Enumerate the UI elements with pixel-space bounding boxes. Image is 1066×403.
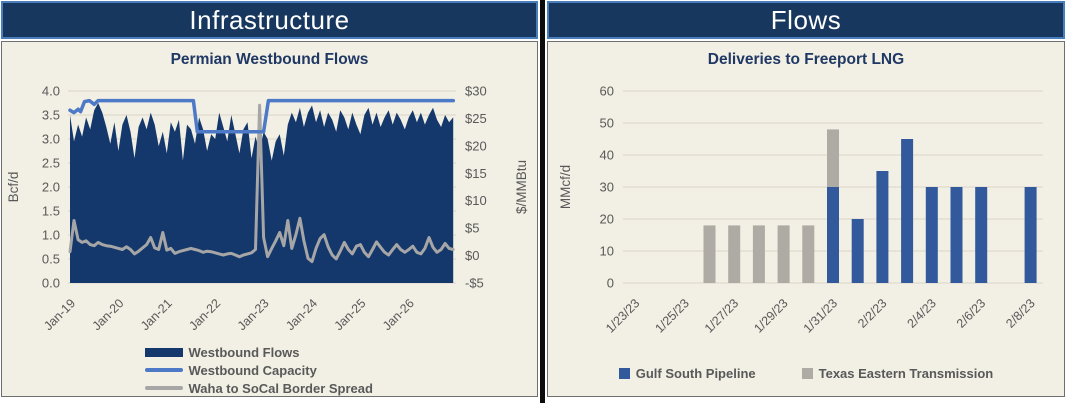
bar-texas-eastern	[728, 225, 741, 283]
x-axis-tick-label: Jan-25	[332, 296, 369, 333]
y-axis-tick-label: 20	[600, 212, 614, 227]
x-axis-tick-label: 1/29/23	[751, 296, 790, 335]
bar-gulf-south	[827, 187, 839, 283]
y-left-tick-label: 2.5	[42, 156, 60, 171]
permian-westbound-flows-chart: Permian Westbound Flows 0.0 0.5 1.0 1.5 2.0 2…	[1, 41, 538, 397]
x-axis-tick-label: 1/27/23	[702, 296, 741, 335]
x-axis-tick-label: 2/2/23	[855, 296, 890, 331]
left-chart-legend: Westbound Flows Westbound Capacity Waha …	[2, 343, 537, 397]
x-axis-tick-label: 2/4/23	[904, 296, 939, 331]
bar-texas-eastern	[802, 225, 815, 283]
y-left-tick-label: 3.0	[42, 132, 60, 147]
gulf-south-swatch	[618, 367, 630, 379]
y-axis-tick-label: 0	[607, 276, 614, 291]
bar-gulf-south	[876, 171, 889, 283]
y-left-tick-label: 1.0	[42, 228, 60, 243]
infrastructure-panel: Infrastructure Permian Westbound Flows 0…	[1, 0, 538, 403]
legend-item-gulf-south: Gulf South Pipeline	[618, 364, 756, 382]
right-chart-plot: 0 10 20 30 40 50 60 1/23/23 1/25/23 1/27/23 1/29/2…	[558, 84, 1043, 336]
bar-gulf-south	[950, 187, 963, 283]
left-chart-plot: 0.0 0.5 1.0 1.5 2.0 2.5 3.0 3.5 4.0 -$5 $0 $5 $10 $15…	[6, 84, 529, 334]
y-axis-tick-label: 50	[600, 116, 614, 131]
y-left-tick-label: 4.0	[42, 84, 60, 99]
y-left-tick-label: 2.0	[42, 180, 60, 195]
bar-gulf-south	[851, 219, 864, 283]
y-right-tick-label: $15	[465, 166, 487, 181]
x-axis-tick-label: 2/6/23	[954, 296, 989, 331]
bar-texas-eastern	[777, 225, 790, 283]
y-left-tick-label: 3.5	[42, 108, 60, 123]
legend-item-texas-eastern: Texas Eastern Transmission	[801, 364, 994, 382]
capacity-line	[68, 98, 456, 134]
y-axis-title: MMcf/d	[558, 165, 573, 209]
bar-texas-eastern	[703, 225, 716, 283]
bar-texas-eastern	[827, 129, 839, 187]
y-right-tick-label: $5	[465, 221, 479, 236]
legend-label: Westbound Capacity	[188, 362, 317, 378]
legend-item-westbound-capacity: Westbound Capacity	[144, 361, 395, 379]
right-chart-title: Deliveries to Freeport LNG	[707, 51, 905, 68]
y-axis-tick-label: 40	[600, 148, 614, 163]
x-axis-tick-label: Jan-22	[186, 296, 223, 333]
x-axis-tick-label: Jan-20	[90, 296, 127, 333]
y-right-axis-title: $/MMBtu	[514, 160, 529, 214]
legend-label: Waha to SoCal Border Spread	[188, 380, 373, 396]
y-right-tick-label: $30	[465, 84, 487, 99]
bar-gulf-south	[975, 187, 988, 283]
westbound-capacity-swatch	[144, 368, 183, 372]
legend-label: Texas Eastern Transmission	[818, 365, 994, 381]
right-chart-legend: Gulf South Pipeline Texas Eastern Transm…	[548, 364, 1064, 382]
y-left-axis-title: Bcf/d	[6, 172, 21, 203]
y-axis-tick-label: 60	[600, 84, 614, 99]
flows-header: Flows	[547, 1, 1065, 39]
bar-gulf-south	[925, 187, 938, 283]
bar-gulf-south	[901, 139, 914, 283]
bar-texas-eastern	[752, 225, 765, 283]
y-left-tick-label: 0.5	[42, 252, 60, 267]
panel-divider	[540, 0, 545, 403]
y-left-tick-label: 0.0	[42, 276, 60, 291]
x-axis-tick-label: Jan-26	[380, 296, 417, 333]
waha-spread-swatch	[144, 386, 183, 390]
legend-label: Westbound Flows	[188, 344, 300, 360]
y-right-tick-label: $25	[465, 111, 487, 126]
flows-header-label: Flows	[770, 4, 842, 35]
bar-gulf-south	[1024, 187, 1037, 283]
y-right-tick-label: $10	[465, 193, 487, 208]
spread-line	[68, 103, 455, 264]
legend-item-westbound-flows: Westbound Flows	[144, 343, 395, 361]
y-axis-tick-label: 10	[600, 244, 614, 259]
infrastructure-header-label: Infrastructure	[189, 4, 350, 35]
y-right-tick-label: $0	[465, 248, 479, 263]
x-axis-tick-label: Jan-24	[283, 296, 320, 333]
x-axis-tick-label: Jan-23	[235, 296, 272, 333]
x-axis-tick-label: 1/23/23	[603, 296, 642, 335]
x-axis-tick-label: Jan-21	[138, 296, 175, 333]
x-axis-tick-label: 1/31/23	[801, 296, 840, 335]
y-right-tick-label: $20	[465, 138, 487, 153]
legend-item-waha-spread: Waha to SoCal Border Spread	[144, 379, 395, 397]
y-axis-tick-label: 30	[600, 180, 614, 195]
westbound-flows-swatch	[144, 347, 183, 357]
infrastructure-header: Infrastructure	[1, 1, 538, 39]
left-chart-title: Permian Westbound Flows	[170, 51, 369, 68]
flows-panel: Flows Deliveries to Freeport LNG 0 10 20 30…	[547, 0, 1065, 403]
legend-label: Gulf South Pipeline	[635, 365, 756, 381]
texas-eastern-swatch	[801, 367, 813, 379]
y-left-tick-label: 1.5	[42, 204, 60, 219]
freeport-lng-chart: Deliveries to Freeport LNG 0 10 20 30 40 50 60…	[547, 41, 1065, 397]
x-axis-tick-label: 2/8/23	[1003, 296, 1038, 331]
x-axis-tick-label: 1/25/23	[652, 296, 691, 335]
y-right-tick-label: -$5	[465, 276, 484, 291]
x-axis-tick-label: Jan-19	[41, 296, 78, 333]
